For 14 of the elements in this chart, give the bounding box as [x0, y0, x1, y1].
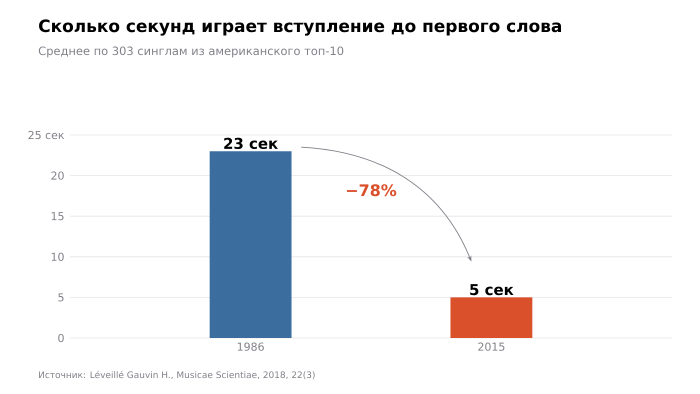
annotation: −78%	[346, 184, 396, 196]
y-tick-label: 25 сек	[28, 130, 64, 140]
y-tick-label: 15	[52, 212, 64, 220]
chart-title: Сколько секунд играет вступление до первого слова	[39, 19, 562, 36]
chart-subtitle: Среднее по 303 синглам из американского топ-10	[38, 46, 344, 58]
data-label: 23 сек	[224, 138, 278, 150]
x-tick-label: 2015	[478, 342, 504, 351]
x-tick-label: 1986	[238, 342, 264, 351]
text: Источник: Léveillé Gauvin H., Musicae Scientiae, 2018, 22(3)	[39, 370, 315, 380]
y-tick-label: 0	[58, 334, 64, 342]
y-tick-label: 20	[51, 171, 64, 180]
y-tick-label: 5	[58, 293, 64, 302]
data-label: 5 сек	[470, 284, 514, 296]
y-tick-label: 10	[52, 252, 64, 261]
